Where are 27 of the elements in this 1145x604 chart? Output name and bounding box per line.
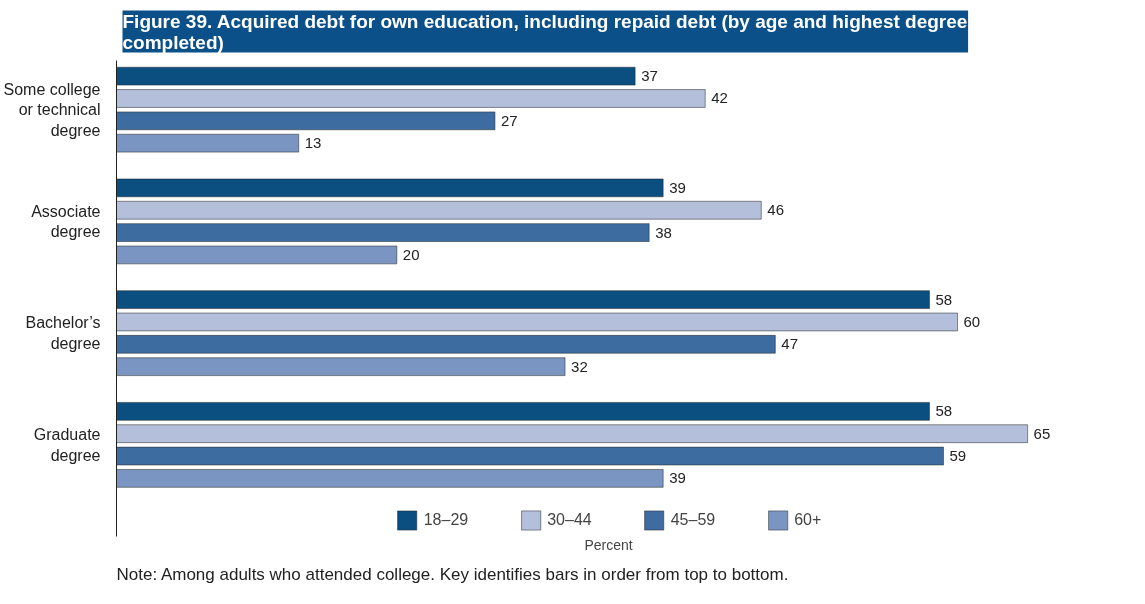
data-label: 42	[711, 89, 728, 107]
data-label: 58	[935, 402, 953, 420]
y-tick-label: Some college or technical degree	[3, 80, 101, 139]
data-label: 58	[935, 290, 953, 308]
legend-label: 18–29	[423, 511, 469, 529]
data-label: 20	[402, 245, 420, 263]
chart-title: Figure 39. Acquired debt for own education, including repaid debt (by age and highest degree completed)	[122, 10, 968, 53]
data-label: 60	[963, 312, 981, 330]
data-label: 27	[500, 111, 518, 129]
data-label: 38	[655, 223, 672, 241]
data-label: 13	[304, 134, 322, 152]
y-tick-label: Graduate degree	[33, 426, 101, 464]
data-label: 46	[767, 201, 784, 219]
y-tick-label: Associate degree	[31, 202, 101, 241]
x-axis-title: Percent	[584, 536, 633, 553]
data-label: 39	[669, 178, 686, 196]
text: Note: Among adults who attended college. Key identifies bars in order from top to bottom.	[116, 564, 789, 584]
data-label: 47	[781, 335, 798, 353]
data-label: 32	[571, 357, 588, 375]
y-tick-label: Bachelor’s degree	[25, 314, 101, 352]
data-label: 37	[641, 67, 658, 85]
legend-label: 30–44	[547, 511, 592, 529]
data-label: 59	[949, 447, 967, 465]
data-label: 39	[669, 469, 686, 487]
data-label: 65	[1033, 424, 1051, 442]
legend-label: 45–59	[670, 511, 716, 529]
legend-label: 60+	[794, 511, 822, 529]
